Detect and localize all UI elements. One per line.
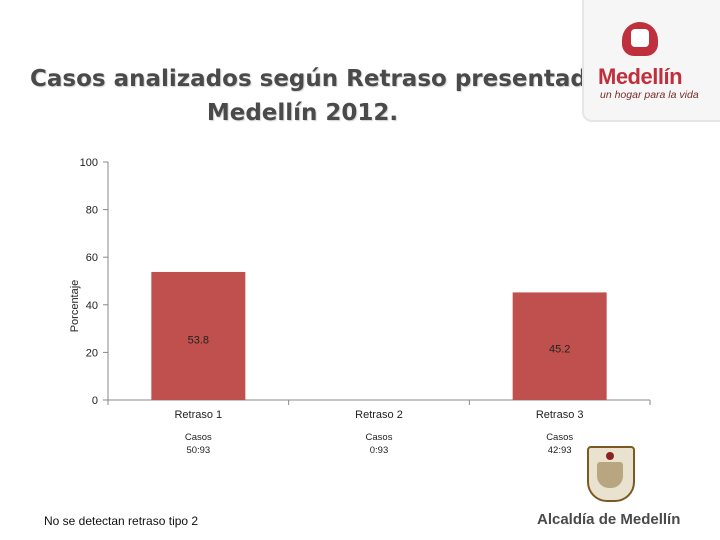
title-line-2: Medellín 2012. <box>206 100 399 126</box>
cases-count: 0:93 <box>370 445 389 456</box>
bar <box>151 271 246 400</box>
coat-of-arms-icon <box>587 446 635 502</box>
thumbs-up-icon <box>622 22 658 56</box>
title-line-1: Casos analizados según Retraso presentad… <box>30 66 612 92</box>
cases-label: Casos <box>366 432 393 443</box>
page-title: Casos analizados según Retraso presentad… <box>30 62 612 130</box>
y-tick-label: 40 <box>86 300 98 312</box>
y-tick-label: 80 <box>86 205 98 217</box>
y-tick-label: 20 <box>86 347 98 359</box>
y-tick-label: 0 <box>92 395 98 407</box>
footnote: No se detectan retraso tipo 2 <box>44 514 199 528</box>
data-label: 45.2 <box>549 344 570 356</box>
logo-tagline: un hogar para la vida <box>600 89 699 101</box>
cases-label: Casos <box>546 432 573 443</box>
cases-count: 42:93 <box>548 445 572 456</box>
y-tick-label: 60 <box>86 252 98 264</box>
x-tick-label: Retraso 2 <box>355 409 403 421</box>
x-tick-label: Retraso 1 <box>174 409 222 421</box>
y-tick-label: 100 <box>80 157 98 169</box>
cases-label: Casos <box>185 432 212 443</box>
y-axis-title: Porcentaje <box>69 280 81 333</box>
cases-count: 50:93 <box>186 445 210 456</box>
medellin-logo: Medellín un hogar para la vida <box>582 0 720 122</box>
alcaldia-logo-text: Alcaldía de Medellín <box>537 511 681 528</box>
logo-name: Medellín <box>598 64 683 89</box>
bar <box>512 292 607 400</box>
data-label: 53.8 <box>188 335 209 347</box>
x-tick-label: Retraso 3 <box>536 409 584 421</box>
